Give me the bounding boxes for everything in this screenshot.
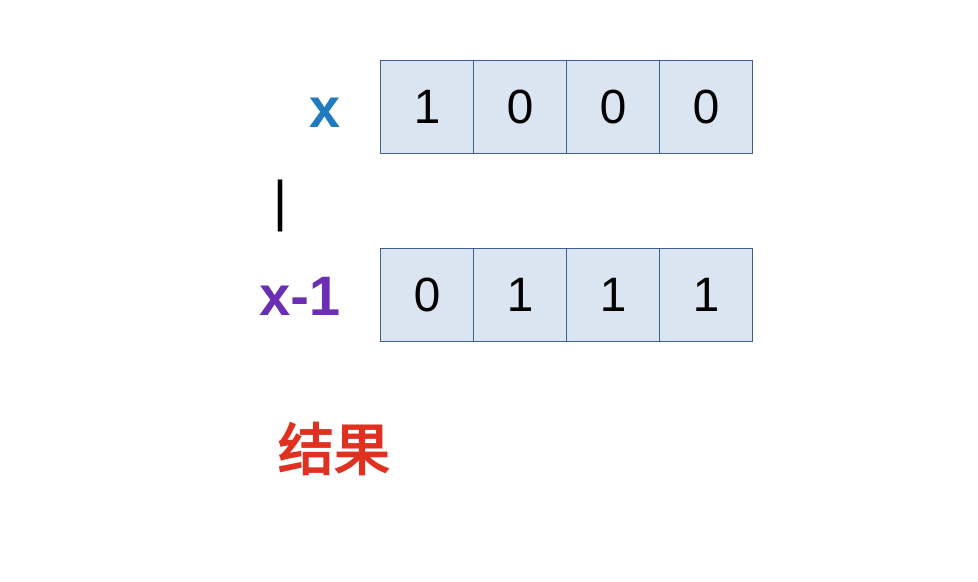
label-result: 结果 [180,406,460,487]
cell-x-1: 0 [473,60,567,154]
cell-x-2: 0 [566,60,660,154]
cells-xm1: 0 1 1 1 [380,248,752,342]
cell-xm1-3: 1 [659,248,753,342]
cell-xm1-1: 1 [473,248,567,342]
row-x: x 1 0 0 0 [180,60,752,154]
row-xm1: x-1 0 1 1 1 [180,248,752,342]
row-operator: | [180,162,752,240]
cell-xm1-0: 0 [380,248,474,342]
cell-xm1-2: 1 [566,248,660,342]
diagram-container: x 1 0 0 0 | x-1 0 1 1 1 结果 [180,60,752,495]
cells-x: 1 0 0 0 [380,60,752,154]
label-operator: | [180,162,380,240]
label-xm1: x-1 [180,263,380,328]
cell-x-3: 0 [659,60,753,154]
row-result: 结果 [180,406,752,487]
label-x: x [180,75,380,140]
cell-x-0: 1 [380,60,474,154]
